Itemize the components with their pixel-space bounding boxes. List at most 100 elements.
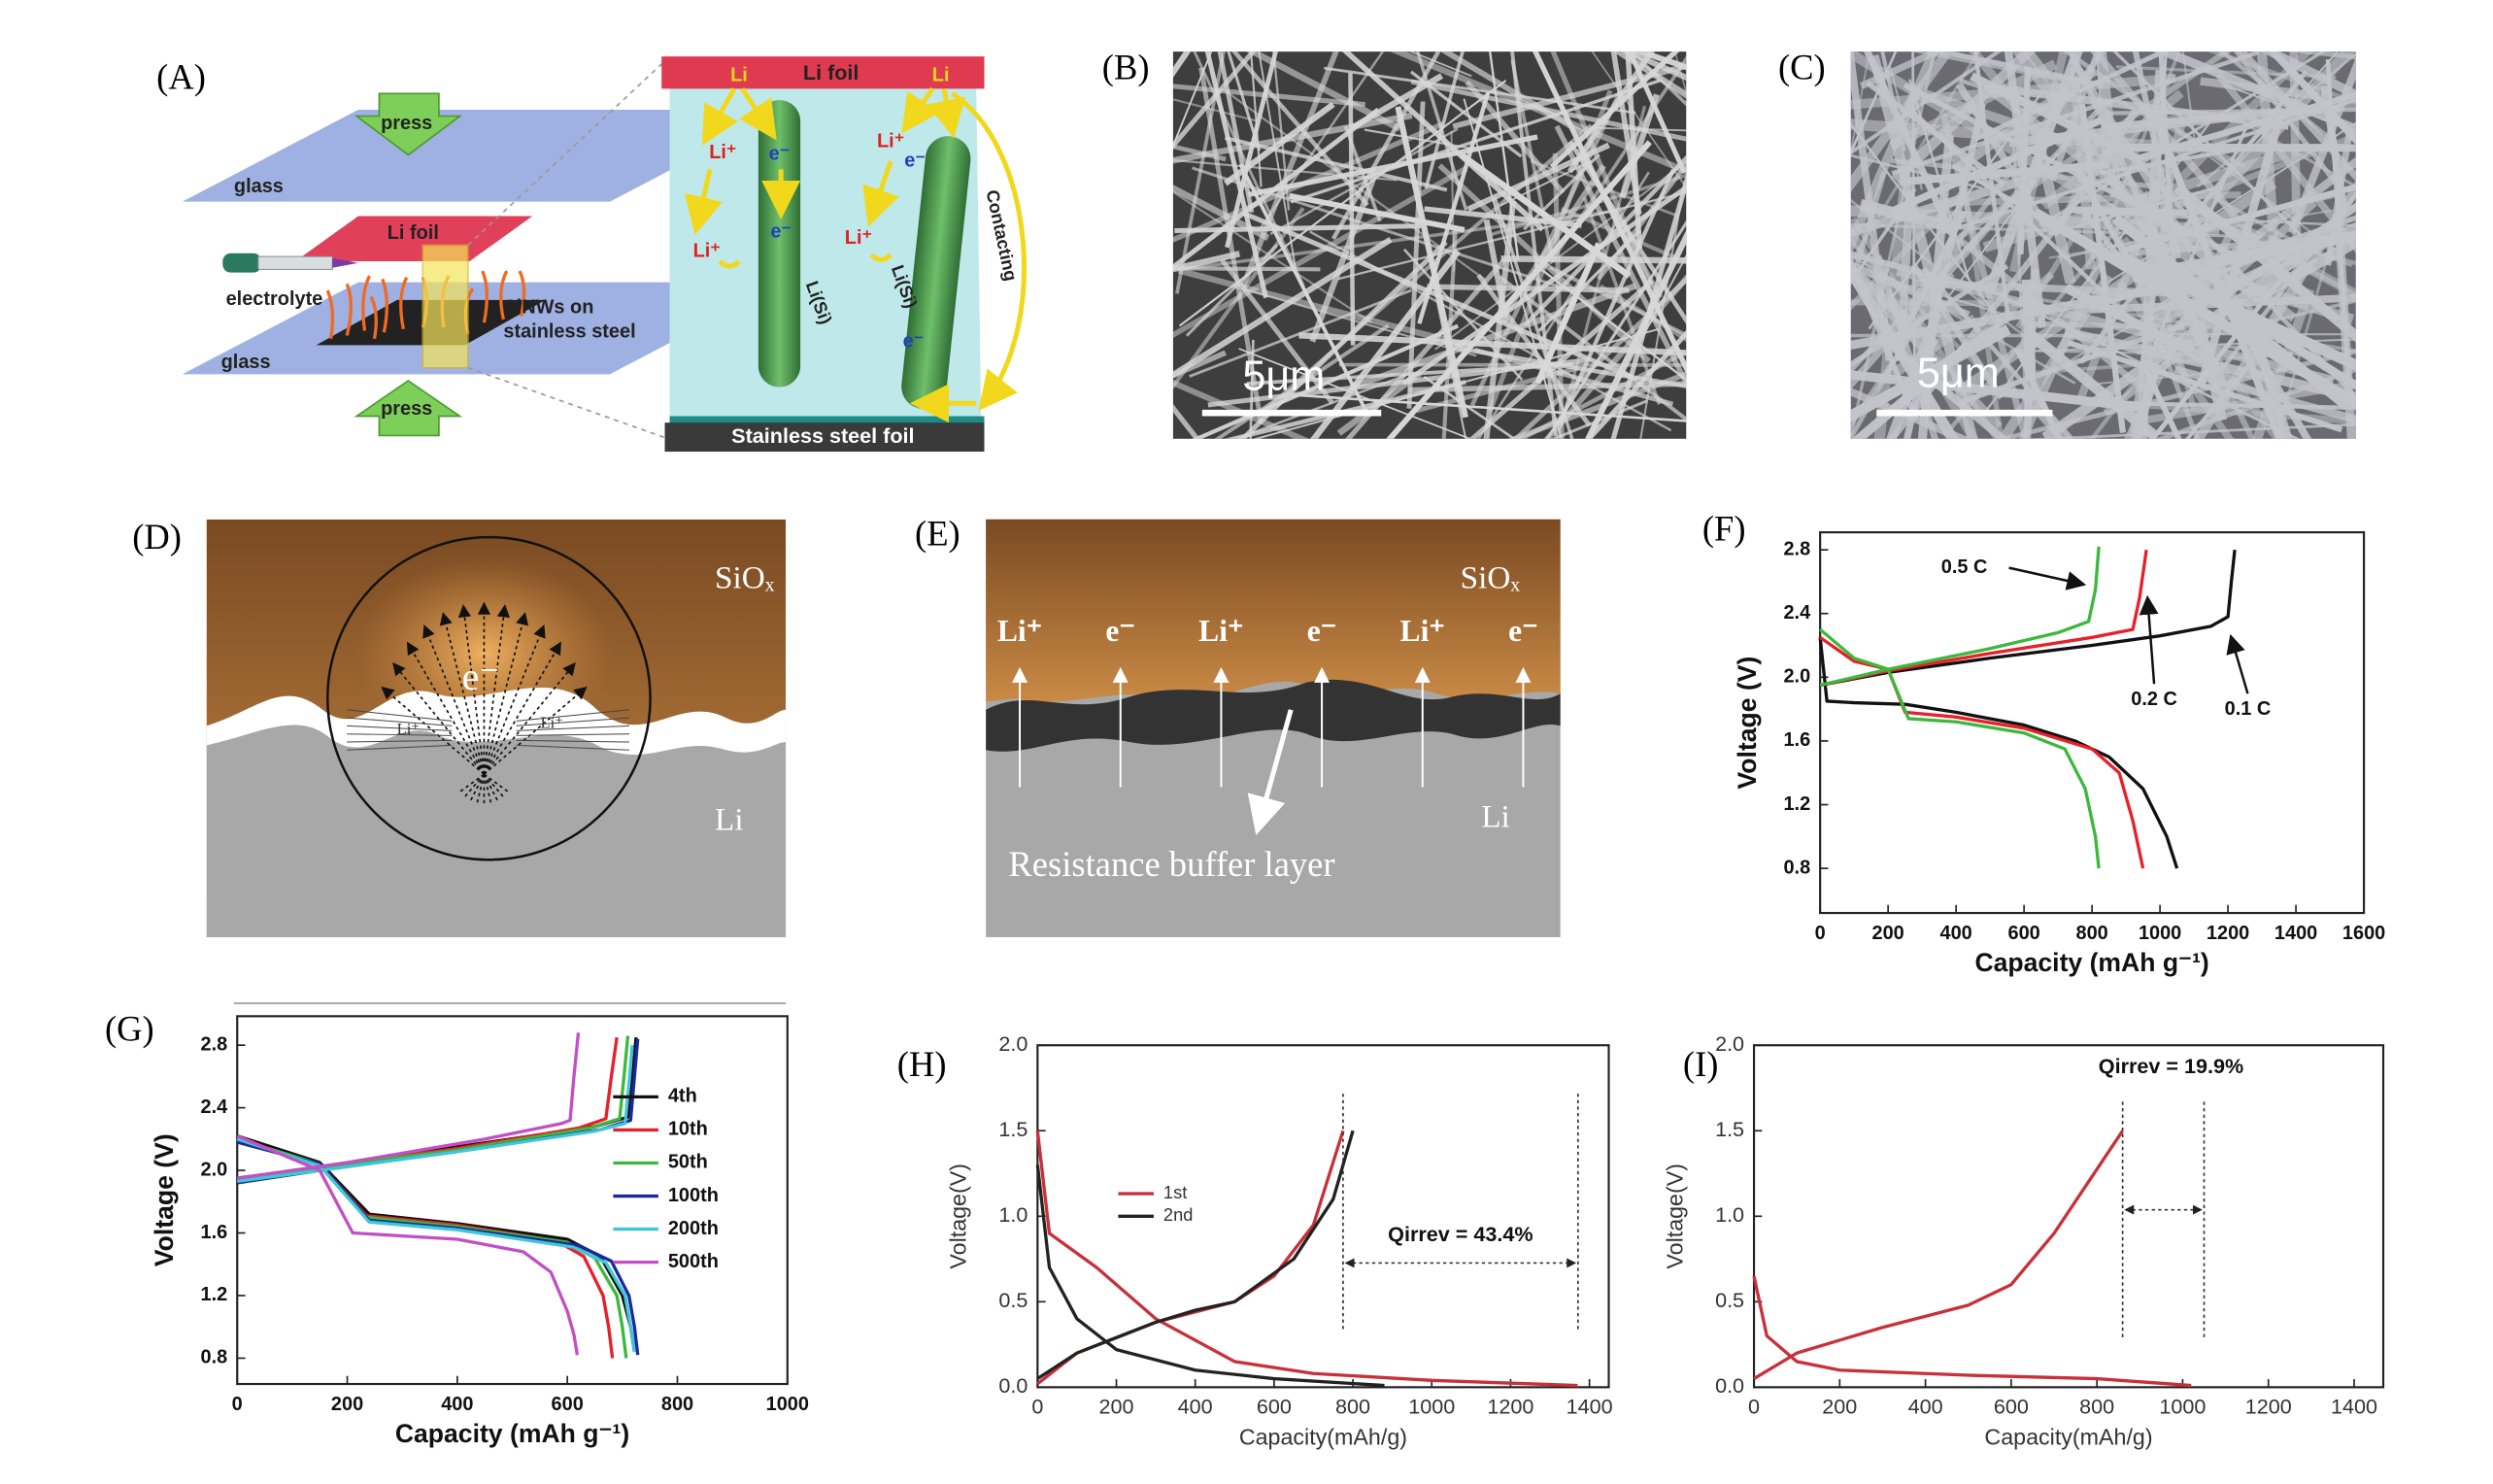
nanowire [1263,123,1593,412]
x-tick-label: 600 [1257,1395,1292,1419]
y-tick-label: 1.2 [1783,793,1810,815]
nanowire [1172,51,1213,149]
plot-frame [1752,1044,2385,1389]
field-line [392,661,486,775]
scale-label: 5μm [1917,350,2000,396]
field-line [347,739,453,743]
y-tick-label: 2.0 [201,1159,228,1180]
panel-label: (F) [1702,508,1746,548]
x-axis-label: Capacity (mAh g⁻¹) [1974,948,2208,977]
nanowire [1406,101,1426,409]
y-tick-label: 2.8 [1783,538,1810,559]
x-tick-label: 1400 [1567,1395,1613,1419]
nanowire [1172,350,1227,379]
nanowire [1465,80,1566,195]
y-tick-label: 2.0 [1715,1031,1744,1056]
nanowire [2250,235,2356,304]
plot-frame [1819,531,2366,915]
nanowire [1889,66,1923,190]
panel-label: (D) [132,517,182,556]
nanowire [1298,332,1687,356]
carrier-label: Li⁺ [997,614,1042,648]
y-tick-label: 1.2 [201,1284,228,1305]
flow-arrows [684,86,1027,423]
glass-label: glass [234,176,284,197]
legend-label: 100th [668,1185,719,1206]
legend-label: 2nd [1163,1204,1193,1225]
carrier-labels: Li⁺ e⁻ Li⁺ e⁻ Li⁺ e⁻ [997,614,1538,648]
y-tick-label: 2.0 [1783,666,1810,688]
nanowire [1908,79,1971,281]
li-label: Li [730,64,748,85]
series-line [1035,1130,1385,1388]
nanowire [1192,323,1460,439]
field-line [516,717,630,726]
nanowire [1873,83,1921,439]
buffer-arrow [1247,709,1294,835]
panel-label: (G) [105,1008,154,1048]
nanowire [1177,267,1467,349]
carrier-arrows [1012,666,1532,788]
nanowire [1545,219,1687,439]
nanowire [2021,422,2356,439]
series-line [1752,1130,2192,1388]
field-line [347,733,453,736]
panel-a: press glass Li foil electrolyte SiNWs on… [182,56,1027,453]
press-arrow [354,92,463,156]
nanowire [2142,199,2317,358]
nanowire [2163,189,2356,300]
electrolyte-label: electrolyte [226,288,323,310]
nanowire [1850,254,1919,422]
x-tick-label: 1400 [2331,1395,2377,1419]
chart: 0 200 400 600 800 1000 1200 1400 0.0 0.5 1.0 1.5 2.0… [1662,1031,2385,1450]
nanowire [1440,51,1584,136]
y-tick-label: 0.5 [1715,1288,1744,1312]
nanowire [1962,179,2277,392]
li-label: Li [932,64,950,85]
electron-label: e⁻ [462,655,500,698]
nanowire [1885,314,1978,382]
nanowire [1324,66,1636,115]
nanowire [1850,370,2141,412]
zoom-line [467,57,669,247]
x-tick-label: 0 [232,1394,243,1415]
nanowire [1204,51,1268,299]
carrier-label: Li⁺ [1400,614,1445,648]
nanowire [1432,284,1467,439]
field-line [483,773,511,794]
legend-label: 500th [668,1251,719,1272]
series-label: 0.5 C [1941,556,1988,578]
field-line [516,739,629,743]
y-tick-label: 0.5 [998,1288,1028,1312]
nanowire [1610,51,1642,216]
y-tick-label: 0.8 [1783,857,1810,878]
nanowire [2139,221,2356,331]
legend-label: 50th [668,1152,708,1173]
nanowire [2159,51,2168,143]
chart: 0 200 400 600 800 1000 0.8 1.2 1.6 2.0 2.4 2.8 Capac… [150,1015,809,1448]
nanowire [1463,98,1563,439]
x-axis-label: Capacity (mAh g⁻¹) [395,1419,629,1448]
metal-label: Li [715,802,744,838]
nanowire [2109,192,2356,266]
nanowire [1896,267,2335,385]
field-line [483,661,576,775]
li-foil-top [661,56,985,89]
nanowire [1245,51,1401,132]
callout-arrow [2226,633,2249,694]
panel-c: 5μm [1850,51,2356,439]
nanowire [2022,51,2226,303]
electron-label: e⁻ [903,330,925,352]
nanowire [2032,208,2356,410]
nanowire [1523,154,1687,327]
nanowire [1869,53,1978,439]
legend-label: 10th [668,1119,708,1140]
field-line [483,624,546,775]
x-tick-label: 600 [2008,923,2040,944]
nanowire [1556,105,1647,439]
nanowire [2254,347,2293,439]
steel-foil-label: Stainless steel foil [731,423,914,448]
nanowire [1192,166,1569,291]
panel-label: (I) [1683,1044,1719,1084]
